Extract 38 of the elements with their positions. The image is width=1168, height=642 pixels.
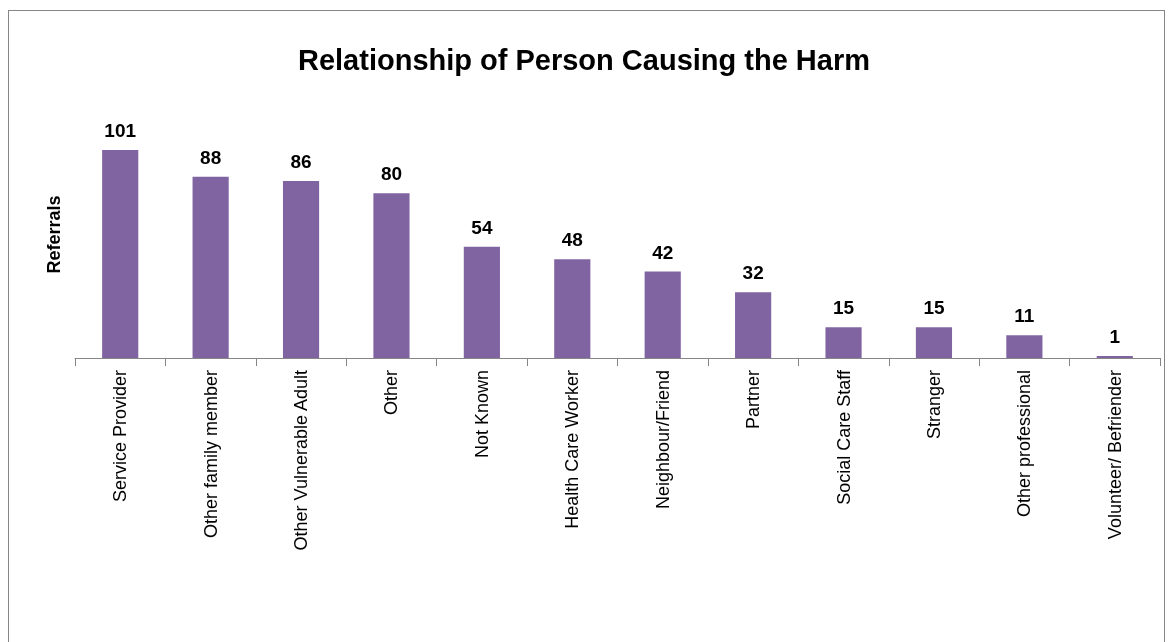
bar xyxy=(644,271,681,358)
bar xyxy=(463,246,500,358)
data-label: 101 xyxy=(104,120,137,142)
data-label: 42 xyxy=(652,241,674,263)
data-label: 15 xyxy=(832,297,855,319)
bar xyxy=(554,259,591,358)
x-tick-label: Stranger xyxy=(923,370,944,440)
data-label: 32 xyxy=(742,262,764,284)
data-label: 54 xyxy=(471,216,493,238)
x-tick-label: Other family member xyxy=(200,370,221,539)
bar xyxy=(102,150,139,358)
x-tick-label: Social Care Staff xyxy=(833,369,854,505)
x-tick-label: Health Care Worker xyxy=(562,370,583,529)
x-tick-label: Neighbour/Friend xyxy=(652,370,673,510)
data-label: 80 xyxy=(380,163,403,185)
bar xyxy=(282,180,320,358)
data-label: 11 xyxy=(1014,305,1035,327)
bar xyxy=(825,327,862,358)
data-label: 15 xyxy=(923,297,945,319)
data-label: 88 xyxy=(200,146,222,168)
chart-title: Relationship of Person Causing the Harm xyxy=(297,43,871,76)
x-tick-label: Service Provider xyxy=(110,369,131,503)
bar xyxy=(192,176,229,358)
x-tick-label: Other Vulnerable Adult xyxy=(291,370,312,551)
x-tick-label: Other xyxy=(381,370,402,416)
x-tick-label: Not Known xyxy=(471,370,492,459)
y-axis-title: Referrals xyxy=(44,195,64,274)
bar xyxy=(1096,355,1133,358)
data-label: 1 xyxy=(1109,325,1121,347)
bar xyxy=(1006,335,1043,358)
data-label: 48 xyxy=(561,229,583,251)
x-tick-label: Partner xyxy=(743,370,764,430)
bar xyxy=(373,193,410,358)
data-label: 86 xyxy=(290,150,312,172)
x-tick-label: Volunteer/ Befriender xyxy=(1104,370,1125,540)
bar xyxy=(735,292,772,358)
x-tick-label: Other professional xyxy=(1014,370,1035,518)
bar xyxy=(915,327,953,358)
